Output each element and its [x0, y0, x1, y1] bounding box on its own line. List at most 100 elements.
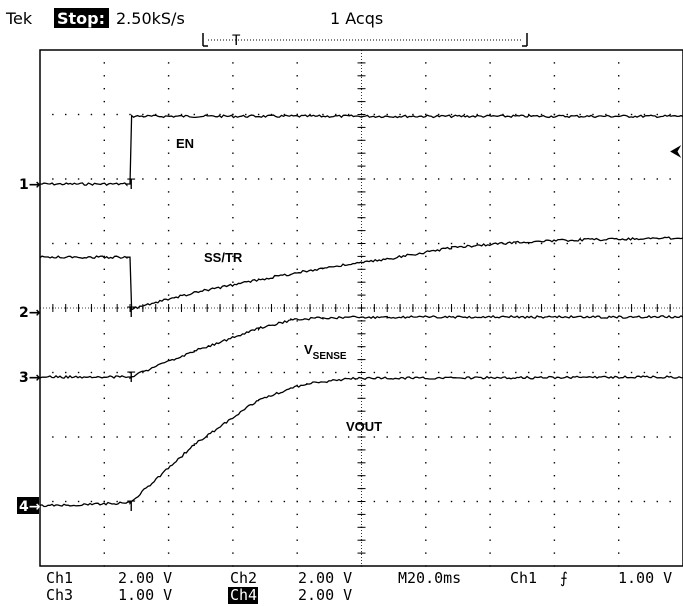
grid-dot — [463, 436, 466, 438]
grid-dot — [193, 242, 196, 245]
grid-dot — [77, 113, 80, 116]
grid-dot — [296, 165, 298, 167]
grid-dot — [669, 436, 671, 438]
grid-dot — [232, 75, 234, 77]
grid-dot — [669, 371, 671, 374]
grid-dot — [515, 436, 517, 438]
grid-dot — [618, 436, 620, 438]
grid-dot — [618, 410, 620, 412]
grid-dot — [553, 178, 556, 180]
grid-dot — [335, 113, 337, 116]
grid-dot — [103, 384, 105, 387]
grid-dot — [489, 217, 491, 219]
grid-dot — [618, 88, 620, 90]
grid-dot — [425, 178, 427, 180]
grid-dot — [219, 371, 221, 374]
trace-trigger-marker: T — [127, 305, 136, 321]
grid-dot — [450, 113, 453, 116]
grid-dot — [579, 242, 581, 245]
grid-dot — [527, 436, 530, 438]
grid-dot — [309, 371, 311, 374]
grid-dot — [566, 178, 568, 180]
grid-dot — [103, 100, 105, 103]
grid-dot — [618, 552, 620, 554]
grid-dot — [425, 217, 427, 219]
grid-dot — [489, 62, 491, 64]
grid-dot — [618, 178, 620, 180]
trace-trigger-marker: T — [127, 177, 136, 193]
grid-dot — [489, 88, 491, 90]
grid-dot — [167, 113, 170, 116]
grid-dot — [296, 539, 298, 541]
grid-dot — [257, 500, 260, 503]
grid-dot — [425, 358, 427, 361]
grid-dot — [618, 462, 620, 464]
grid-dot — [553, 397, 556, 399]
grid-dot — [167, 191, 170, 193]
grid-dot — [425, 384, 427, 387]
grid-dot — [296, 255, 298, 258]
ch4-scale: 2.00 V — [298, 586, 352, 604]
grid-dot — [257, 436, 260, 438]
grid-dot — [618, 165, 620, 167]
grid-dot — [103, 229, 105, 232]
grid-dot — [463, 113, 466, 116]
grid-dot — [270, 500, 273, 503]
grid-dot — [232, 229, 234, 232]
grid-dot — [669, 113, 671, 116]
grid-dot — [630, 436, 633, 438]
grid-dot — [618, 500, 620, 503]
grid-dot — [335, 371, 337, 374]
grid-dot — [540, 500, 543, 503]
channel-marker-1: 1→ — [19, 177, 41, 193]
grid-dot — [232, 513, 234, 516]
grid-dot — [116, 178, 118, 180]
grid-dot — [180, 113, 183, 116]
grid-dot — [335, 500, 337, 503]
trace-vsense — [39, 314, 683, 380]
trace-trigger-marker: T — [127, 499, 136, 515]
grid-dot — [463, 371, 466, 374]
grid-dot — [553, 113, 556, 116]
grid-dot — [489, 513, 491, 516]
grid-dot — [489, 358, 491, 361]
grid-dot — [618, 75, 620, 77]
grid-dot — [476, 178, 478, 180]
grid-dot — [142, 113, 144, 116]
grid-dot — [618, 384, 620, 387]
grid-dot — [296, 500, 298, 503]
grid-dot — [335, 242, 337, 245]
grid-dot — [296, 513, 298, 516]
grid-dot — [103, 217, 105, 219]
grid-dot — [579, 113, 581, 116]
grid-dot — [232, 500, 234, 503]
grid-dot — [232, 358, 234, 361]
grid-dot — [322, 178, 324, 180]
grid-dot — [296, 152, 298, 154]
trigger-level-arrow-icon: ⮜ — [670, 141, 682, 160]
grid-dot — [553, 100, 556, 103]
grid-dot — [65, 242, 67, 245]
channel-marker-badge — [17, 497, 39, 514]
grid-dot — [425, 191, 427, 193]
grid-dot — [515, 113, 517, 116]
grid-dot — [167, 204, 170, 206]
grid-dot — [296, 449, 298, 451]
ch1-scale: 2.00 V — [118, 569, 172, 587]
grid-dot — [129, 436, 131, 438]
grid-dot — [489, 475, 491, 477]
grid-dot — [579, 500, 581, 503]
grid-dot — [283, 178, 286, 180]
grid-dot — [296, 191, 298, 193]
grid-dot — [103, 139, 105, 141]
grid-dot — [90, 500, 93, 503]
grid-dot — [296, 423, 298, 425]
grid-dot — [245, 436, 247, 438]
grid-dot — [489, 139, 491, 141]
grid-dot — [309, 113, 311, 116]
grid-dot — [232, 384, 234, 387]
grid-dot — [245, 500, 247, 503]
grid-dot — [103, 513, 105, 516]
grid-dot — [193, 113, 196, 116]
grid-dot — [527, 500, 530, 503]
